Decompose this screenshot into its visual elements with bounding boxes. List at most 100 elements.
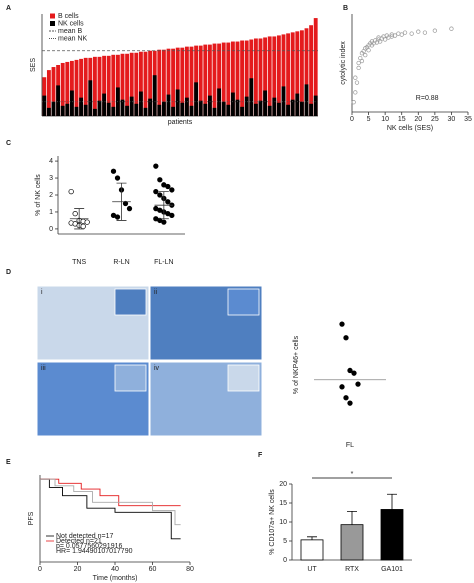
- bar: [267, 36, 272, 116]
- point: [339, 384, 345, 390]
- bar: [184, 97, 189, 116]
- point: [402, 30, 408, 35]
- point: [72, 211, 78, 217]
- x-tick-label: 0: [38, 566, 42, 573]
- bar: [267, 105, 272, 116]
- annotation: R=0.88: [416, 95, 439, 102]
- x-tick-label: 0: [350, 116, 354, 123]
- sd-bar: [74, 208, 85, 230]
- bar: [60, 62, 65, 116]
- panel-label: A: [6, 5, 11, 12]
- bar: [217, 88, 222, 116]
- y-axis-label: % of NK cells: [35, 174, 42, 216]
- legend-swatch: [50, 21, 55, 26]
- x-tick-label: 25: [431, 116, 439, 123]
- bar: [203, 44, 208, 116]
- bar: [253, 103, 258, 116]
- point: [157, 192, 163, 198]
- bar: [106, 55, 111, 116]
- bar: [207, 44, 212, 116]
- panel-label: D: [6, 269, 11, 276]
- bar: [290, 99, 295, 116]
- point: [165, 199, 171, 205]
- y-tick-label: 15: [279, 500, 287, 507]
- x-tick-label: 60: [149, 566, 157, 573]
- bar: [111, 54, 116, 116]
- bar: [212, 107, 217, 116]
- bar: [189, 46, 194, 116]
- bar: [295, 31, 300, 117]
- legend-label: mean NK: [58, 35, 88, 42]
- point: [68, 188, 74, 195]
- bar: [148, 50, 153, 116]
- x-tick-label: FL-LN: [154, 259, 173, 266]
- point: [351, 370, 357, 376]
- bar: [207, 95, 212, 116]
- y-axis-label: % of NKP46+ cells: [293, 335, 300, 394]
- bar: [180, 102, 185, 116]
- point: [416, 29, 421, 34]
- bar: [198, 100, 203, 116]
- legend-label: mean B: [58, 28, 82, 35]
- bar: [161, 101, 166, 116]
- bar: [88, 80, 93, 116]
- micrograph-label: i: [41, 289, 43, 296]
- legend-label: B cells: [58, 13, 79, 20]
- point: [351, 100, 356, 105]
- panel-label: B: [343, 5, 348, 12]
- bar: [56, 85, 61, 116]
- point: [363, 53, 368, 58]
- y-axis-label: cytolytic index: [340, 41, 347, 85]
- bar: [212, 43, 217, 116]
- point: [359, 58, 365, 64]
- bar: [304, 84, 309, 116]
- bar: [134, 103, 139, 116]
- x-tick-label: R-LN: [113, 259, 129, 266]
- bar: [46, 107, 51, 116]
- point: [80, 223, 86, 230]
- bar: [42, 95, 47, 116]
- point: [153, 163, 159, 169]
- bar: [161, 49, 166, 117]
- point: [366, 48, 371, 53]
- x-tick-label: 30: [448, 116, 456, 123]
- bar: [51, 67, 56, 116]
- point: [354, 80, 360, 85]
- bar: [217, 43, 222, 116]
- bar: [276, 102, 281, 116]
- bar: [125, 105, 130, 116]
- bar: [221, 42, 226, 117]
- point: [114, 214, 121, 220]
- km-curve: [40, 478, 181, 540]
- bar: [244, 40, 249, 116]
- panel-label: F: [258, 452, 263, 459]
- bar: [221, 101, 226, 116]
- bar: [299, 30, 304, 116]
- bar: [152, 75, 157, 116]
- point: [157, 177, 163, 183]
- point: [347, 367, 353, 374]
- bar: [299, 101, 304, 116]
- bar: [230, 92, 235, 116]
- bar: [235, 41, 240, 116]
- bar: [97, 56, 102, 116]
- y-tick-label: 1: [49, 209, 53, 216]
- legend-note: HR= 1.94490107017790: [56, 548, 133, 555]
- bar: [309, 25, 314, 116]
- bar: [230, 41, 235, 116]
- bar: [249, 39, 254, 116]
- bar: [175, 89, 180, 116]
- bar: [272, 36, 277, 116]
- bar: [309, 103, 314, 116]
- point: [84, 219, 90, 225]
- bar: [69, 90, 74, 116]
- x-tick-label: GA101: [381, 566, 403, 573]
- point: [422, 30, 428, 35]
- bar: [138, 51, 143, 116]
- bar: [171, 48, 176, 116]
- bar: [340, 524, 364, 561]
- x-tick-label: 20: [414, 116, 422, 123]
- bar: [60, 105, 65, 116]
- x-tick-label: 15: [398, 116, 406, 123]
